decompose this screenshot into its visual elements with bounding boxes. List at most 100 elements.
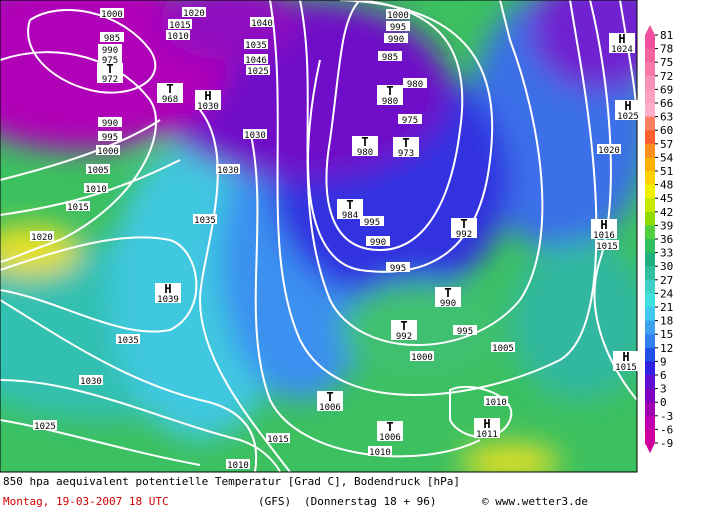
- center-value: 980: [382, 97, 398, 107]
- pressure-label: 995: [457, 327, 473, 337]
- label-bg: [79, 375, 103, 385]
- label-bg: [66, 201, 90, 211]
- center-symbol: T: [106, 62, 113, 76]
- center-symbol: H: [164, 282, 171, 296]
- pressure-label: 1025: [247, 67, 269, 77]
- pressure-label: 1010: [167, 32, 189, 42]
- scale-label: 60: [660, 124, 673, 137]
- pressure-label: 1030: [244, 131, 266, 141]
- pressure-label: 1020: [598, 146, 620, 156]
- label-bg: [33, 420, 57, 430]
- label-bg: [30, 231, 54, 241]
- label-bg: [97, 63, 123, 83]
- pressure-label: 1010: [485, 398, 507, 408]
- center-value: 1011: [476, 430, 498, 440]
- pressure-label: 990: [102, 46, 118, 56]
- isobars: [0, 0, 637, 472]
- scale-label: 9: [660, 355, 667, 368]
- pressure-label: 1030: [80, 377, 102, 387]
- label-bg: [84, 183, 108, 193]
- label-bg: [168, 19, 192, 29]
- pressure-label: 1015: [596, 242, 618, 252]
- pressure-label: 995: [102, 133, 118, 143]
- scale-label: 69: [660, 83, 673, 96]
- label-bg: [384, 33, 408, 43]
- pressure-label: 1015: [169, 21, 191, 31]
- pressure-label: 1035: [245, 41, 267, 51]
- scale-label: 63: [660, 111, 673, 124]
- pressure-label: 980: [407, 80, 423, 90]
- color-band: [645, 293, 655, 308]
- scale-label: 45: [660, 192, 673, 205]
- scale-arrow: [645, 25, 655, 35]
- center-value: 990: [440, 299, 456, 309]
- label-bg: [615, 100, 641, 120]
- label-bg: [155, 283, 181, 303]
- pressure-label: 1010: [227, 461, 249, 471]
- label-bg: [216, 164, 240, 174]
- scale-label: 30: [660, 260, 673, 273]
- label-bg: [609, 33, 635, 53]
- scale-label: -9: [660, 437, 673, 450]
- center-value: 992: [396, 332, 412, 342]
- pressure-label: 1000: [97, 147, 119, 157]
- label-bg: [410, 351, 434, 361]
- label-bg: [366, 236, 390, 246]
- color-band: [645, 361, 655, 376]
- center-value: 1016: [593, 231, 615, 241]
- center-symbol: T: [166, 82, 173, 96]
- scale-label: 21: [660, 301, 673, 314]
- label-bg: [100, 8, 124, 18]
- scale-label: 42: [660, 206, 673, 219]
- label-bg: [243, 129, 267, 139]
- pressure-label: 1000: [101, 10, 123, 20]
- scale-label: 78: [660, 43, 673, 56]
- footer-description: 850 hpa aequivalent potentielle Temperat…: [3, 475, 460, 488]
- label-bg: [244, 54, 268, 64]
- center-symbol: H: [624, 99, 631, 113]
- color-band: [645, 171, 655, 186]
- label-bg: [386, 21, 410, 31]
- footer: 850 hpa aequivalent potentielle Temperat…: [0, 473, 704, 513]
- center-symbol: T: [326, 390, 333, 404]
- labels: 1000 995 990 985 980 975 1030 1030 990 995 1000 100…: [30, 7, 641, 471]
- color-band: [645, 415, 655, 430]
- center-symbol: T: [402, 136, 409, 150]
- color-band: [645, 130, 655, 145]
- label-bg: [195, 90, 221, 110]
- color-band: [645, 103, 655, 118]
- pressure-label: 990: [102, 119, 118, 129]
- scale-label: 0: [660, 396, 667, 409]
- color-band: [645, 239, 655, 254]
- scale-label: 24: [660, 287, 674, 300]
- label-bg: [226, 459, 250, 469]
- color-band: [645, 184, 655, 199]
- label-bg: [453, 325, 477, 335]
- scale-label: 33: [660, 247, 673, 260]
- center-value: 1006: [379, 433, 401, 443]
- color-scale: 8178757269666360575451484542393633302724…: [645, 25, 674, 453]
- label-bg: [377, 421, 403, 441]
- center-symbol: T: [444, 286, 451, 300]
- scale-label: 27: [660, 274, 673, 287]
- label-bg: [250, 17, 274, 27]
- label-bg: [182, 7, 206, 17]
- scale-label: 6: [660, 369, 667, 382]
- label-bg: [317, 391, 343, 411]
- center-value: 1015: [615, 363, 637, 373]
- scale-arrow: [645, 443, 655, 453]
- label-bg: [474, 418, 500, 438]
- scale-label: 39: [660, 219, 673, 232]
- center-symbol: T: [400, 319, 407, 333]
- color-band: [645, 375, 655, 390]
- scale-label: 66: [660, 97, 673, 110]
- label-bg: [386, 9, 410, 19]
- center-symbol: T: [361, 135, 368, 149]
- footer-credit: © www.wetter3.de: [482, 495, 588, 508]
- center-value: 980: [357, 148, 373, 158]
- center-value: 1025: [617, 112, 639, 122]
- color-band: [645, 266, 655, 281]
- label-bg: [266, 433, 290, 443]
- label-bg: [246, 65, 270, 75]
- label-bg: [398, 114, 422, 124]
